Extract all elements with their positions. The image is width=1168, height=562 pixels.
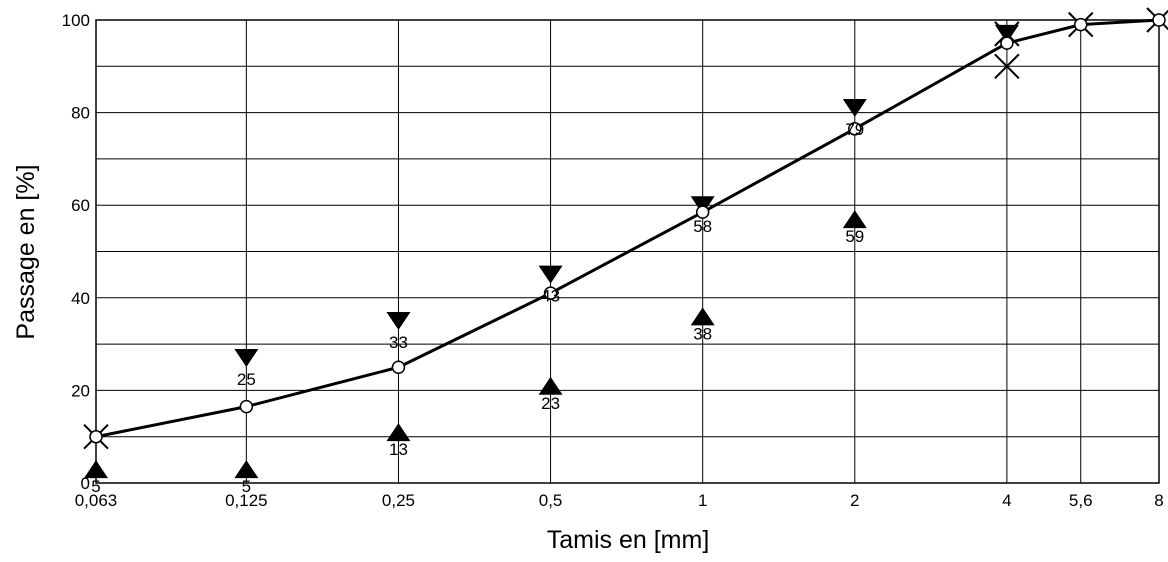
series xyxy=(83,7,1168,479)
lower-limit-marker xyxy=(842,210,867,229)
x-tick-labels: 0,063 0,125 0,25 0,5 1 2 4 5,6 8 xyxy=(75,491,1164,510)
x-tick-label: 0,5 xyxy=(539,491,563,510)
y-axis-title: Passage en [%] xyxy=(12,164,40,339)
curve-point xyxy=(391,360,406,374)
lower-limit-marker xyxy=(538,376,563,395)
upper-limit-marker xyxy=(538,265,563,284)
curve-point xyxy=(848,122,862,136)
upper-limit-label: 33 xyxy=(389,333,408,352)
lower-limit-label: 23 xyxy=(541,394,560,413)
x-cross-marker xyxy=(994,21,1020,47)
upper-limit-marker xyxy=(234,348,259,367)
x-tick-label: 0,25 xyxy=(382,491,415,510)
upper-limit-label: 25 xyxy=(237,370,256,389)
y-tick-label: 80 xyxy=(71,104,90,123)
curve-point xyxy=(543,286,558,300)
x-tick-label: 1 xyxy=(698,491,707,510)
x-axis-title: Tamis en [mm] xyxy=(547,526,710,554)
curve-point xyxy=(239,399,254,414)
plot-frame xyxy=(95,19,1160,484)
y-tick-labels: 0 20 40 60 80 100 xyxy=(62,11,90,493)
curve-point xyxy=(1000,36,1014,50)
lower-limit-label: 59 xyxy=(845,227,864,246)
upper-limit-marker xyxy=(386,311,411,330)
curve-point xyxy=(695,205,710,219)
x-tick-label: 2 xyxy=(850,491,859,510)
y-tick-label: 20 xyxy=(71,381,90,400)
y-tick-label: 100 xyxy=(62,11,90,30)
y-tick-label: 0 xyxy=(81,474,90,493)
x-tick-label: 8 xyxy=(1154,491,1163,510)
lower-limit-label: 5 xyxy=(242,477,251,496)
lower-limit-marker xyxy=(690,307,715,326)
curve-point xyxy=(1152,13,1166,27)
lower-limit-marker xyxy=(84,460,108,479)
x-cross-marker xyxy=(994,53,1020,80)
upper-limit-marker xyxy=(842,98,867,117)
x-tick-label: 0,063 xyxy=(75,491,118,510)
y-tick-label: 60 xyxy=(71,196,90,215)
upper-limit-marker xyxy=(690,196,715,215)
lower-limit-label: 38 xyxy=(693,324,712,343)
x-tick-label: 5,6 xyxy=(1069,491,1093,510)
data-labels: 25 33 43 58 79 5 5 13 23 38 59 xyxy=(91,120,864,496)
curve-point xyxy=(1073,17,1088,32)
lower-limit-label: 5 xyxy=(91,477,100,496)
curve-point xyxy=(89,429,103,444)
lower-limit-marker xyxy=(386,423,411,442)
upper-limit-label: 58 xyxy=(693,217,712,236)
upper-limit-label: 79 xyxy=(845,120,864,139)
lower-limit-marker xyxy=(234,460,259,479)
y-tick-label: 40 xyxy=(71,289,90,308)
x-tick-label: 0,125 xyxy=(225,491,268,510)
x-tick-label: 4 xyxy=(1002,491,1011,510)
lower-limit-label: 13 xyxy=(389,440,408,459)
upper-limit-label: 43 xyxy=(541,287,560,306)
